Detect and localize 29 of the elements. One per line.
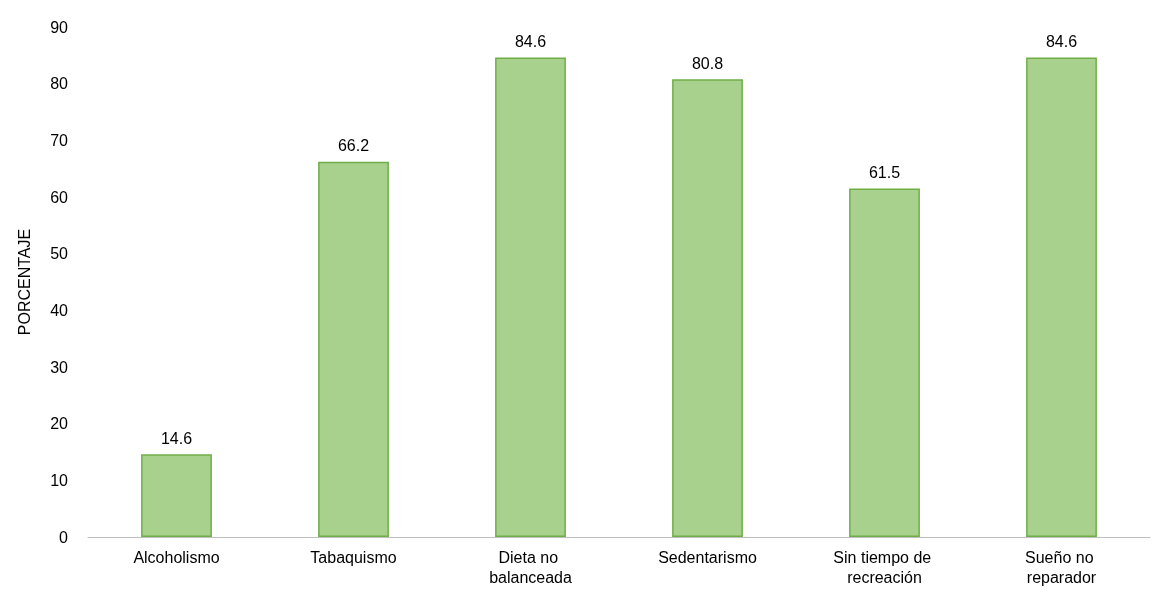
y-tick-label: 40 (50, 301, 69, 319)
x-tick-label: Sueño no reparador (1025, 548, 1098, 586)
y-axis-title: PORCENTAJE (15, 228, 33, 336)
y-tick-label: 50 (50, 245, 69, 263)
x-tick-label: Dieta no balanceada (489, 548, 572, 586)
x-tick-label: Sedentarismo (658, 548, 757, 566)
data-label: 84.6 (1045, 33, 1078, 51)
bar (495, 57, 566, 537)
y-tick-label: 0 (59, 528, 69, 546)
bar (849, 188, 920, 537)
data-label: 84.6 (514, 33, 547, 51)
data-label: 66.2 (337, 137, 370, 155)
data-label: 80.8 (691, 54, 724, 72)
x-tick-label: Alcoholismo (133, 548, 220, 566)
y-tick-label: 30 (50, 358, 69, 376)
y-tick-label: 80 (50, 75, 69, 93)
bar (318, 161, 389, 537)
data-label: 61.5 (868, 164, 901, 181)
bar (672, 79, 743, 537)
y-tick-label: 20 (50, 415, 69, 433)
x-tick-label: Tabaquismo (310, 548, 397, 566)
bar (1026, 57, 1097, 537)
y-tick-label: 70 (50, 131, 69, 149)
x-tick-label: Sin tiempo de recreación (833, 548, 936, 586)
y-tick-label: 10 (50, 471, 69, 489)
data-label: 14.6 (160, 429, 193, 447)
y-tick-label: 60 (50, 188, 69, 206)
bar (141, 454, 212, 537)
y-tick-label: 90 (50, 18, 69, 36)
